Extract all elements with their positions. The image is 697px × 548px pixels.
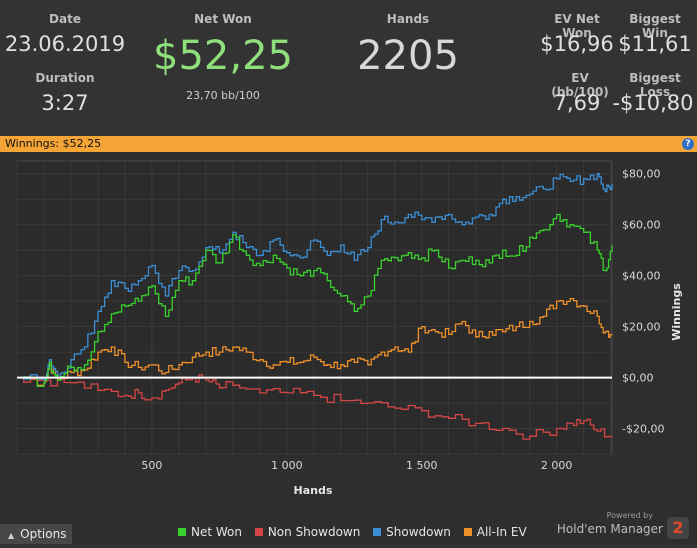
series-line-net-won [17, 213, 613, 387]
net-won-value: $52,25 [153, 33, 293, 79]
net-won-bb100: 23,70 bb/100 [186, 89, 260, 102]
x-tick-label: 2 000 [541, 459, 573, 472]
winnings-bar-label: Winnings: $52,25 [5, 137, 102, 150]
chart-legend: Net Won Non Showdown Showdown All-In EV [178, 525, 536, 539]
legend-label: All-In EV [476, 525, 527, 539]
series-line-non-showdown [17, 374, 613, 440]
duration-value: 3:27 [41, 91, 89, 115]
options-button[interactable]: ▲ Options [0, 524, 72, 544]
all-in-ev-swatch [463, 528, 472, 536]
legend-item-showdown[interactable]: Showdown [373, 525, 451, 539]
y-axis-label: Winnings [670, 283, 683, 341]
brand-name: Hold'em Manager [556, 522, 663, 536]
winnings-chart: 500 1 000 1 500 2 000 -$20,00 $0,00 $20,00 $40,… [16, 160, 683, 497]
showdown-swatch [373, 528, 382, 536]
y-tick-label: $60,00 [622, 219, 661, 232]
x-tick-label: 1 500 [406, 459, 438, 472]
biggest-loss-label: Biggest Loss [629, 71, 681, 99]
legend-label: Non Showdown [267, 525, 361, 539]
x-axis-label: Hands [294, 484, 333, 497]
y-tick-label: $40,00 [622, 270, 661, 283]
series-line-all-in-ev [17, 297, 613, 386]
biggest-win-value: $11,61 [618, 32, 692, 56]
ev-net-won-label: EV Net Won [554, 12, 600, 40]
chart-axes: 500 1 000 1 500 2 000 -$20,00 $0,00 $20,00 $40,… [17, 168, 664, 472]
stats-panel: Date 23.06.2019 Duration 3:27 Net Won $5… [0, 0, 697, 136]
legend-item-net-won[interactable]: Net Won [178, 525, 242, 539]
brand-logo: Powered by Hold'em Manager 2 [539, 511, 689, 541]
chart-area: 500 1 000 1 500 2 000 -$20,00 $0,00 $20,00 $40,… [0, 152, 697, 544]
ev-bb100-label: EV (bb/100) [551, 71, 609, 99]
plot-background [16, 160, 613, 455]
legend-label: Showdown [386, 525, 451, 539]
date-label: Date [49, 12, 81, 26]
legend-item-all-in-ev[interactable]: All-In EV [463, 525, 527, 539]
legend-item-non-showdown[interactable]: Non Showdown [254, 525, 361, 539]
triangle-up-icon: ▲ [8, 531, 15, 540]
options-label: Options [20, 527, 67, 541]
x-tick-label: 500 [141, 459, 162, 472]
date-value: 23.06.2019 [4, 32, 126, 56]
help-icon[interactable]: ? [682, 138, 694, 150]
net-won-label: Net Won [194, 12, 252, 26]
biggest-win-label: Biggest Win [629, 12, 681, 40]
net-won-swatch [178, 528, 186, 536]
hands-label: Hands [386, 12, 430, 26]
series-line-showdown [17, 173, 613, 381]
y-tick-label: $0,00 [622, 372, 654, 385]
ev-bb100-value: 7,69 [553, 91, 601, 115]
biggest-loss-value: -$10,80 [612, 91, 694, 115]
chart-series [17, 173, 613, 440]
legend-label: Net Won [191, 525, 242, 539]
winnings-bar: Winnings: $52,25 ? [0, 136, 697, 152]
ev-net-won-value: $16,96 [540, 32, 614, 56]
y-tick-label: $80,00 [622, 168, 661, 181]
y-tick-label: $20,00 [622, 321, 661, 334]
duration-label: Duration [35, 71, 95, 85]
powered-by-text: Powered by [606, 511, 653, 520]
hm2-logo-icon: 2 [667, 517, 689, 539]
non-showdown-swatch [254, 528, 263, 536]
y-tick-label: -$20,00 [622, 423, 664, 436]
chart-grid [16, 160, 613, 455]
hands-value: 2205 [357, 33, 459, 79]
x-tick-label: 1 000 [271, 459, 303, 472]
